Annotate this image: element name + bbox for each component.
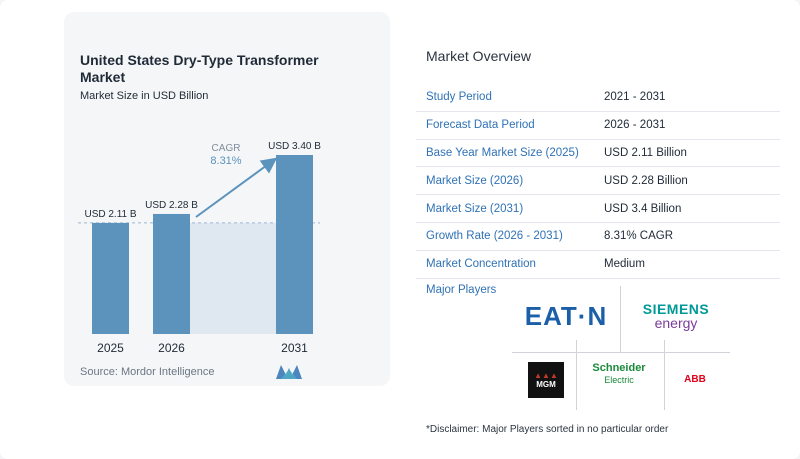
x-tick-label: 2026 — [158, 341, 185, 355]
chart-title: United States Dry-Type Transformer Marke… — [80, 52, 319, 85]
schneider-electric-logo: Schneider Electric — [584, 360, 654, 388]
grid-line — [576, 340, 577, 410]
grid-line — [512, 352, 730, 353]
overview-row: Market Size (2026) USD 2.28 Billion — [416, 167, 780, 196]
overview-row: Forecast Data Period 2026 - 2031 — [416, 112, 780, 140]
overview-value: 8.31% CAGR — [604, 230, 674, 243]
market-overview-title: Market Overview — [426, 48, 532, 64]
electric-logo-text: Electric — [604, 375, 634, 385]
overview-key: Forecast Data Period — [426, 119, 535, 132]
overview-key: Market Concentration — [426, 258, 536, 271]
overview-key: Study Period — [426, 91, 492, 104]
mgm-emblem-icon: ▲▲▲ — [534, 370, 558, 380]
mgm-logo: ▲▲▲ MGM — [528, 362, 564, 398]
grid-line — [664, 340, 665, 410]
eaton-logo: EAT·N — [524, 300, 608, 331]
overview-row: Growth Rate (2026 - 2031) 8.31% CAGR — [416, 223, 780, 251]
overview-value: Medium — [604, 258, 645, 271]
market-overview-table: Study Period 2021 - 2031 Forecast Data Per… — [416, 84, 780, 279]
bar-2025 — [92, 222, 129, 334]
overview-key: Growth Rate (2026 - 2031) — [426, 230, 563, 243]
bar-value-label: USD 2.11 B — [84, 209, 136, 220]
grid-line — [620, 286, 621, 352]
overview-row: Market Size (2031) USD 3.4 Billion — [416, 195, 780, 223]
overview-key: Market Size (2026) — [426, 174, 524, 187]
energy-logo-text: energy — [654, 315, 698, 331]
bar-2031 — [276, 155, 313, 334]
overview-row: Study Period 2021 - 2031 — [416, 84, 780, 112]
abb-logo: ABB — [684, 373, 706, 385]
cagr-label: CAGR — [212, 143, 241, 154]
bar-2026 — [153, 213, 190, 334]
overview-value: USD 3.4 Billion — [604, 202, 682, 215]
overview-value: 2026 - 2031 — [604, 119, 666, 132]
overview-value: USD 2.11 Billion — [604, 146, 687, 159]
cagr-value: 8.31% — [210, 155, 241, 167]
bar-value-label: USD 2.28 B — [145, 200, 198, 211]
overview-key: Base Year Market Size (2025) — [426, 146, 579, 159]
siemens-logo-text: SIEMENS — [642, 301, 710, 317]
chart-subtitle: Market Size in USD Billion — [80, 90, 209, 102]
source-note: Source: Mordor Intelligence — [80, 366, 215, 378]
disclaimer: *Disclaimer: Major Players sorted in no … — [426, 424, 669, 435]
siemens-energy-logo: SIEMENS energy — [636, 300, 716, 332]
major-players-title: Major Players — [426, 284, 497, 296]
bar-chart: USD 2.11 B 2025 USD 2.28 B 2026 USD 3.40 B 20… — [78, 141, 321, 355]
overview-key: Market Size (2031) — [426, 202, 524, 215]
growth-shade — [190, 222, 276, 334]
overview-value: USD 2.28 Billion — [604, 174, 688, 187]
mordor-logo-icon — [276, 365, 302, 379]
cagr-arrow-icon — [195, 157, 278, 218]
overview-row: Base Year Market Size (2025) USD 2.11 Bil… — [416, 140, 780, 168]
bar-value-label: USD 3.40 B — [268, 141, 321, 152]
overview-row: Market Concentration Medium — [416, 251, 780, 279]
schneider-logo-text: Schneider — [592, 362, 646, 374]
x-tick-label: 2025 — [97, 341, 124, 355]
mgm-logo-text: MGM — [536, 379, 556, 389]
overview-value: 2021 - 2031 — [604, 91, 666, 104]
x-tick-label: 2031 — [281, 341, 308, 355]
